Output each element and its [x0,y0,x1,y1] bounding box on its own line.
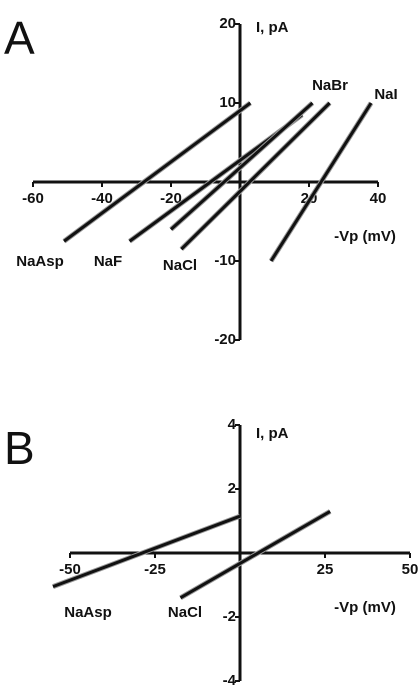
series-label: NaBr [312,77,348,94]
x-tick-label: -40 [91,190,113,207]
series-label: NaCl [168,604,202,621]
series-label: NaAsp [64,604,112,621]
y-tick-label: 2 [228,480,236,497]
y-tick-label: 4 [228,416,237,433]
y-tick-label: -10 [214,252,236,269]
panel-letter: A [4,12,35,64]
fit-line [170,101,314,231]
fit-line [63,101,252,243]
x-tick-label: 50 [402,561,419,578]
x-tick-label: -60 [22,190,44,207]
fit-line [269,102,373,262]
fit-line [179,510,331,600]
x-axis-label: -Vp (mV) [334,599,396,616]
series-label: NaAsp [16,253,64,270]
x-tick-label: 25 [317,561,334,578]
x-axis-label: -Vp (mV) [334,228,396,245]
x-tick-label: -20 [160,190,182,207]
y-tick-label: -20 [214,331,236,348]
panel-letter: B [4,422,35,474]
x-tick-label: -25 [144,561,166,578]
series-label: NaCl [163,257,197,274]
y-tick-label: -4 [223,672,237,689]
y-tick-label: -2 [223,608,236,625]
y-tick-label: 10 [219,94,236,111]
series-label: NaI [374,86,397,103]
x-tick-label: -50 [59,561,81,578]
fit-line [180,101,331,251]
y-tick-label: 20 [219,15,236,32]
x-tick-label: 40 [370,190,387,207]
y-axis-label: I, pA [256,19,289,36]
y-axis-label: I, pA [256,425,289,442]
series-label: NaF [94,253,122,270]
fit-line [52,514,241,589]
